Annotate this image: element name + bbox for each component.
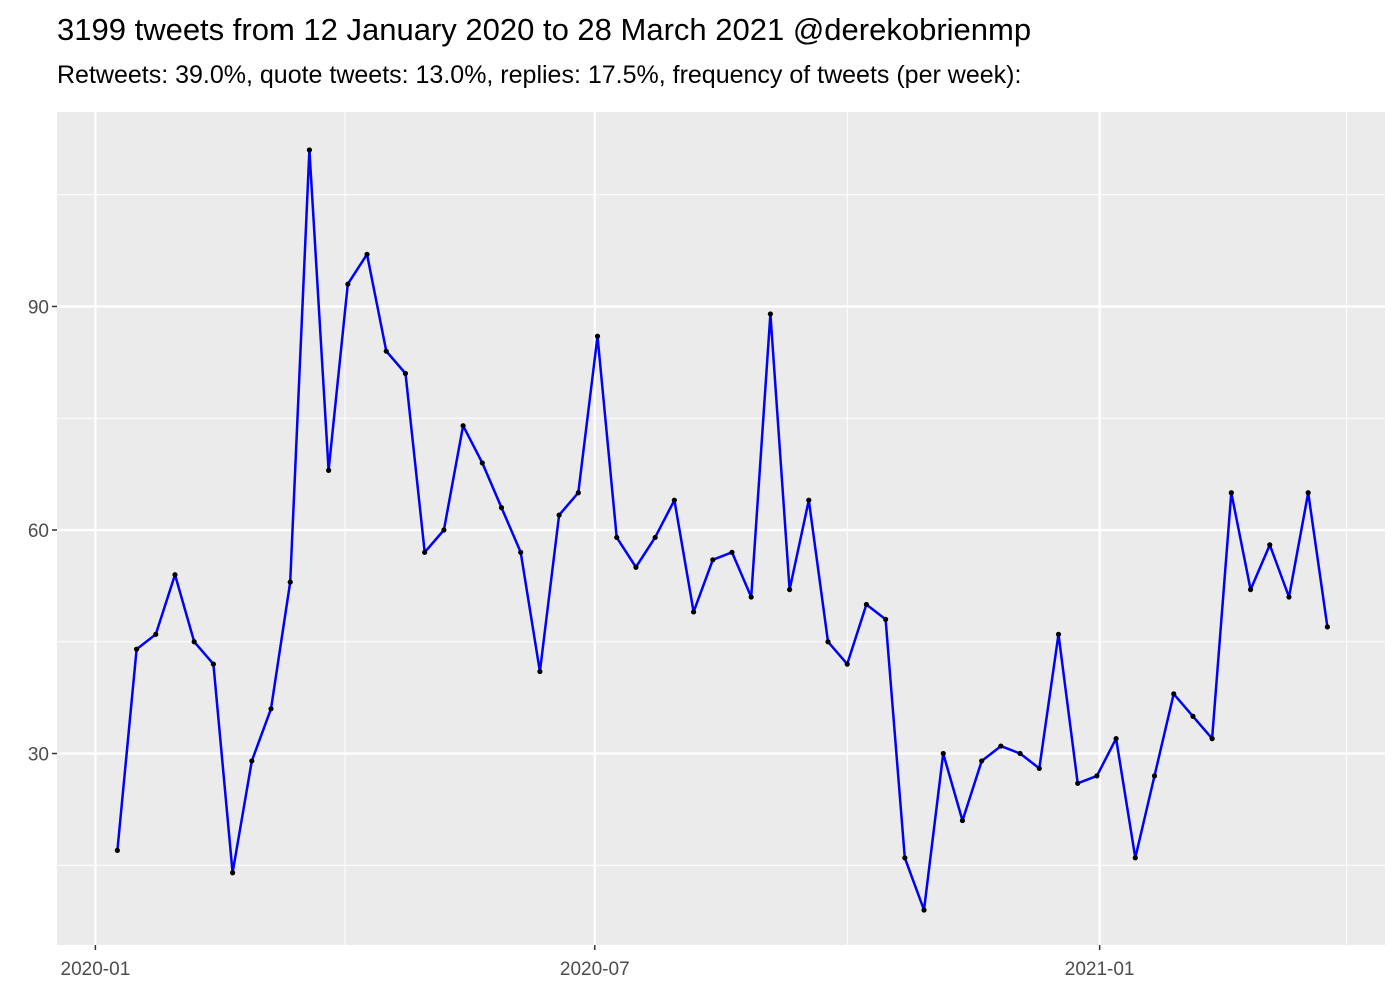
data-point bbox=[863, 601, 870, 608]
data-point bbox=[210, 661, 216, 667]
data-point bbox=[1075, 780, 1081, 786]
data-point bbox=[1036, 765, 1042, 772]
data-point bbox=[383, 348, 389, 354]
data-point bbox=[1113, 736, 1119, 742]
data-point bbox=[479, 460, 485, 466]
chart-title: 3199 tweets from 12 January 2020 to 28 M… bbox=[57, 12, 1032, 47]
data-point bbox=[191, 639, 197, 645]
data-point bbox=[556, 512, 562, 518]
data-point bbox=[825, 639, 831, 645]
data-point bbox=[460, 423, 466, 429]
data-point bbox=[422, 549, 428, 555]
data-point bbox=[998, 743, 1004, 749]
data-point bbox=[729, 549, 735, 555]
data-point bbox=[498, 505, 505, 511]
series-line bbox=[116, 148, 1329, 912]
data-point bbox=[883, 616, 889, 622]
data-point bbox=[402, 370, 409, 377]
data-point bbox=[1017, 750, 1023, 757]
x-tick-label: 2021-01 bbox=[1065, 959, 1135, 980]
data-point bbox=[364, 251, 370, 257]
data-point bbox=[268, 706, 274, 712]
data-point bbox=[614, 534, 620, 541]
data-point bbox=[1228, 490, 1234, 496]
data-point bbox=[786, 586, 793, 593]
data-point bbox=[1324, 624, 1330, 630]
data-point bbox=[652, 534, 658, 541]
y-tick-label: 90 bbox=[28, 297, 49, 318]
y-tick-label: 60 bbox=[28, 521, 49, 542]
data-point bbox=[1132, 855, 1138, 861]
data-point bbox=[1094, 773, 1100, 779]
data-point bbox=[671, 497, 677, 503]
data-point bbox=[345, 281, 351, 287]
plot-panel bbox=[57, 112, 1385, 945]
data-point bbox=[306, 147, 313, 153]
data-point bbox=[1267, 542, 1273, 548]
data-point bbox=[979, 758, 985, 764]
data-point bbox=[133, 646, 140, 652]
data-point bbox=[921, 907, 927, 913]
data-point bbox=[1247, 586, 1254, 593]
chart-subtitle: Retweets: 39.0%, quote tweets: 13.0%, re… bbox=[57, 61, 1022, 89]
data-point bbox=[594, 333, 601, 339]
data-point bbox=[1171, 691, 1177, 697]
data-point bbox=[710, 557, 716, 563]
data-point bbox=[940, 750, 946, 757]
data-point bbox=[1286, 594, 1292, 600]
y-tick-label: 30 bbox=[28, 745, 49, 766]
data-point bbox=[172, 572, 178, 578]
data-point bbox=[153, 631, 159, 637]
data-point bbox=[441, 527, 447, 533]
data-point bbox=[1055, 631, 1062, 637]
data-point bbox=[1209, 736, 1215, 742]
data-point bbox=[249, 758, 255, 764]
data-point bbox=[959, 817, 966, 824]
data-point bbox=[748, 594, 754, 600]
data-point bbox=[1190, 713, 1196, 719]
data-point bbox=[902, 855, 908, 861]
data-point bbox=[230, 870, 236, 876]
data-point bbox=[1305, 490, 1311, 496]
data-point bbox=[537, 668, 543, 675]
data-point bbox=[575, 490, 581, 496]
data-point bbox=[844, 661, 850, 667]
data-point bbox=[518, 549, 524, 555]
data-point bbox=[806, 497, 812, 503]
data-point bbox=[1151, 773, 1158, 779]
x-tick-label: 2020-01 bbox=[61, 959, 131, 980]
data-point bbox=[690, 609, 697, 615]
x-tick-label: 2020-07 bbox=[560, 959, 630, 980]
data-point bbox=[767, 311, 773, 317]
data-point bbox=[633, 564, 639, 570]
data-point bbox=[287, 579, 293, 585]
data-point bbox=[326, 467, 332, 473]
data-point bbox=[114, 847, 120, 853]
